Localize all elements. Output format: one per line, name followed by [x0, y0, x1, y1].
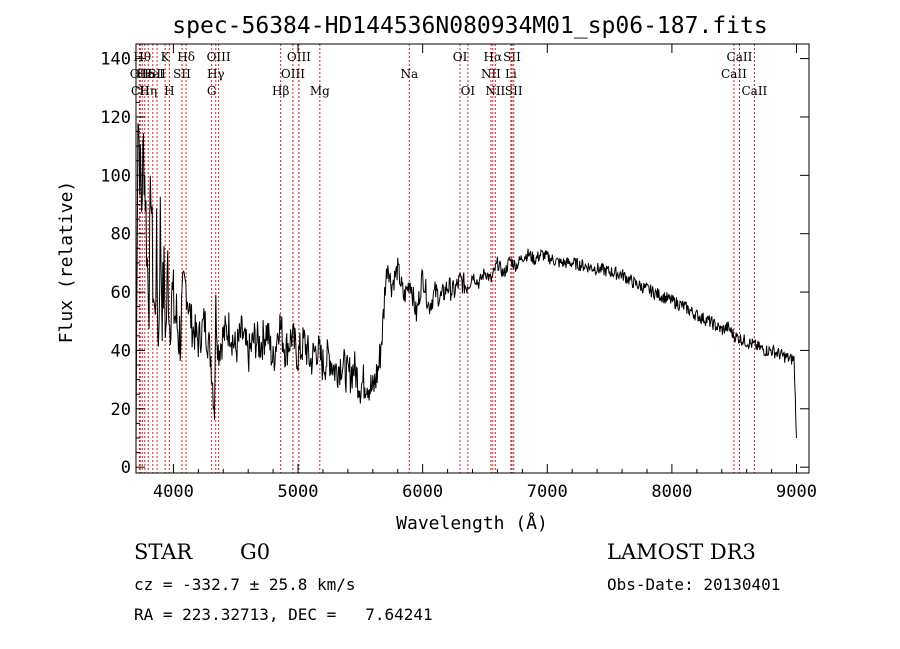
marker-label: SII: [148, 67, 166, 81]
survey-name: LAMOST DR3: [607, 540, 756, 564]
spectrum-series: [135, 123, 797, 454]
y-tick-label: 0: [121, 458, 131, 478]
marker-label: Hδ: [177, 50, 195, 64]
marker-label: OI: [461, 84, 476, 98]
marker-label: Li: [505, 67, 517, 81]
x-tick-label: 5000: [278, 482, 319, 502]
marker-label: Na: [400, 67, 418, 81]
y-tick-label: 80: [111, 225, 131, 245]
marker-label: OIII: [207, 50, 231, 64]
marker-label: Hε: [137, 67, 154, 81]
emission-line-markers: OIICIIHθHεHηHeISIIKHHδSIIGHγOIIIHβOIIIOI…: [130, 44, 768, 473]
x-tick-label: 4000: [153, 482, 194, 502]
observation-date: Obs-Date: 20130401: [607, 575, 781, 594]
marker-label: HeI: [142, 67, 165, 81]
x-tick-label: 9000: [776, 482, 817, 502]
marker-label: OIII: [287, 50, 311, 64]
x-tick-label: 6000: [402, 482, 443, 502]
object-type: STAR: [134, 540, 193, 564]
y-tick-label: 40: [111, 341, 131, 361]
marker-label: K: [161, 50, 171, 64]
axis-ticks: 4000 5000 6000 7000 8000 9000 0 20 40 60 80 100 120 1…: [100, 44, 817, 502]
marker-label: SII: [173, 67, 191, 81]
marker-label: Mg: [310, 84, 330, 98]
marker-label: CaII: [727, 50, 753, 64]
y-tick-label: 120: [100, 108, 131, 128]
y-tick-label: 20: [111, 400, 131, 420]
spectrum-line: [135, 123, 797, 454]
marker-label: CaII: [741, 84, 767, 98]
coordinates: RA = 223.32713, DEC = 7.64241: [134, 605, 433, 624]
y-tick-label: 100: [100, 166, 131, 186]
y-tick-label: 60: [111, 283, 131, 303]
x-tick-label: 7000: [527, 482, 568, 502]
marker-label: CaII: [721, 67, 747, 81]
marker-label: Hθ: [133, 50, 151, 64]
marker-label: Hη: [139, 84, 157, 98]
redshift-velocity: cz = -332.7 ± 25.8 km/s: [134, 575, 356, 594]
x-tick-label: 8000: [651, 482, 692, 502]
marker-label: OI: [453, 50, 468, 64]
marker-label: SII: [505, 84, 523, 98]
marker-label: SII: [503, 50, 521, 64]
marker-label: G: [207, 84, 217, 98]
marker-label: NII: [481, 67, 501, 81]
y-axis-label: Flux (relative): [56, 181, 77, 344]
spectral-subclass: G0: [240, 540, 271, 564]
marker-label: Hα: [484, 50, 503, 64]
x-axis-label: Wavelength (Å): [396, 512, 548, 534]
marker-label: Hγ: [207, 67, 225, 81]
chart-title: spec-56384-HD144536N080934M01_sp06-187.f…: [172, 13, 767, 39]
marker-label: Hβ: [272, 84, 289, 98]
marker-label: OIII: [281, 67, 305, 81]
plot-frame: [135, 43, 810, 474]
marker-label: NII: [485, 84, 505, 98]
y-tick-label: 140: [100, 50, 131, 70]
marker-label: H: [164, 84, 174, 98]
